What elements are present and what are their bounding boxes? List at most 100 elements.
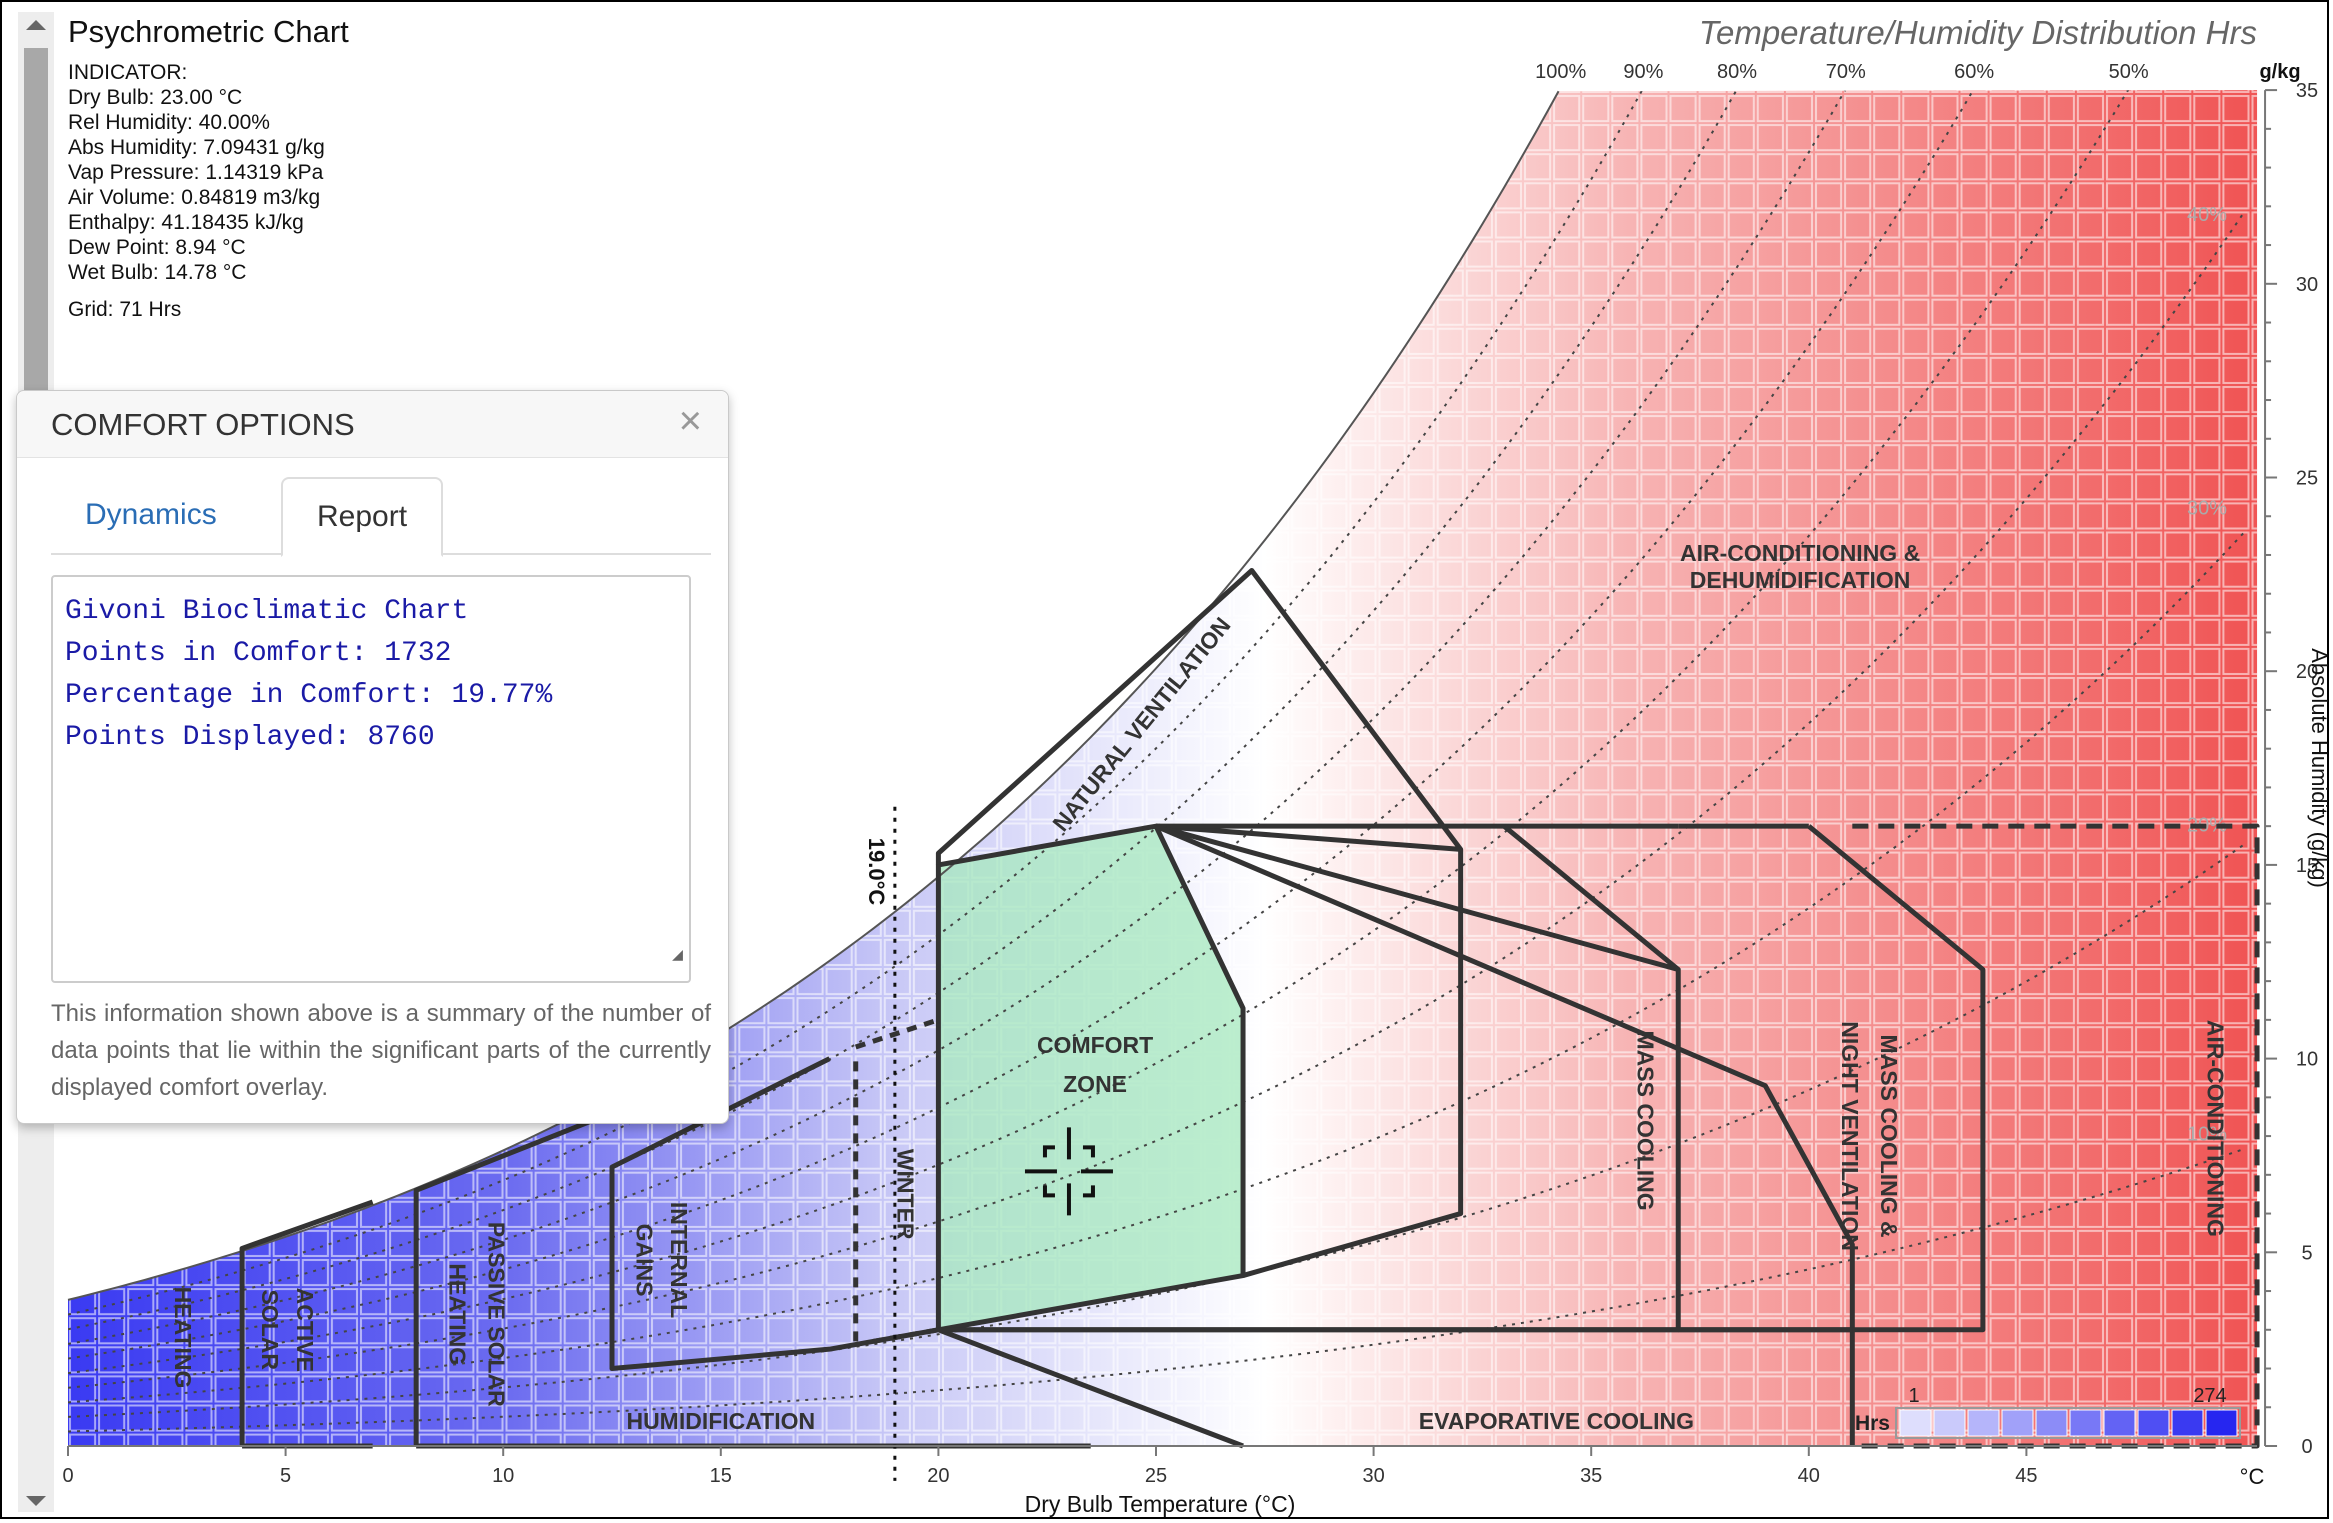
x-tick-label: 40 [1798,1465,1820,1487]
x-tick-label: 0 [62,1465,73,1487]
zone-label-ac-dehumid: DEHUMIDIFICATION [1690,567,1911,593]
enthalpy-readout: Enthalpy: 41.18435 kJ/kg [68,211,304,234]
legend-swatch [1933,1409,1966,1437]
zone-label-mass-night-vent: NIGHT VENTILATION [1837,1021,1863,1251]
tab-report[interactable]: Report [281,477,444,557]
x-tick-label: 15 [710,1465,732,1487]
rh-curve [68,90,2137,1375]
zone-label-active-solar: SOLAR [257,1290,283,1371]
saturation-curve [67,90,1560,1301]
x-axis-label: Dry Bulb Temperature (°C) [1025,1491,1296,1517]
rh-label: 90% [1623,61,1663,83]
legend-swatch [2035,1409,2068,1437]
y-axis-label: Absolute Humidity (g/kg) [2307,648,2332,888]
passive-solar-outline [413,1110,613,1446]
y-tick-label: 20 [2296,661,2318,683]
tab-dynamics[interactable]: Dynamics [85,498,217,531]
legend-min: 1 [1908,1385,1919,1407]
zone-label-active-solar: ACTIVE [292,1288,318,1372]
indicator-heading: INDICATOR: [68,61,188,84]
mass-cooling-edge [1502,824,1680,972]
scrollbar-thumb[interactable] [24,48,48,408]
dialog-tabs: Dynamics Report [51,477,711,557]
legend-swatch [1899,1409,1932,1437]
rh-label: 60% [1954,61,1994,83]
close-icon[interactable]: × [678,399,702,443]
dialog-header: COMFORT OPTIONS × [17,391,728,458]
legend-swatch [1967,1409,2000,1437]
zone-label-winter: WINTER [893,1149,919,1240]
rh-label: 100% [1535,61,1586,83]
y-tick-label: 30 [2296,274,2318,296]
x-tick-label: 45 [2015,1465,2037,1487]
mass-night-vent-outline [1155,823,1855,1446]
y-tick-label: 25 [2296,468,2318,490]
evaporative-cooling-line [937,1327,1244,1449]
comfort-zone-fill [938,826,1244,1330]
legend-swatch [2205,1409,2238,1437]
rh-curve [68,90,1745,1331]
zone-label-mass-night-vent: MASS COOLING & [1876,1034,1902,1237]
zone-label-internal-gains: INTERNAL [666,1202,692,1318]
zone-label-ac-dehumid: AIR-CONDITIONING & [1680,540,1920,566]
legend-label: Hrs [1855,1412,1890,1435]
x-tick-label: 10 [492,1465,514,1487]
rh-inner-label: 10% [2187,1124,2227,1146]
resize-handle-icon[interactable]: ◢ [672,946,683,966]
rh-label: 50% [2109,61,2149,83]
abs-humidity-readout: Abs Humidity: 7.09431 g/kg [68,136,325,159]
zone-label-evaporative: EVAPORATIVE COOLING [1419,1408,1694,1434]
winter-top-dash [854,1017,940,1050]
rel-humidity-readout: Rel Humidity: 40.00% [68,111,270,134]
report-line: Points Displayed: 8760 [65,722,435,753]
x-tick-label: 25 [1145,1465,1167,1487]
rh-inner-label: 40% [2187,204,2227,226]
scroll-up-icon[interactable] [26,20,46,30]
rh-curve [68,90,1984,1360]
rh-curve [68,531,2245,1404]
zone-label-heating: HEATING [170,1287,196,1389]
chart-title: Psychrometric Chart [68,14,349,49]
legend-frame [1895,1407,2241,1439]
report-note: This information shown above is a summar… [51,1000,711,1101]
zone-label-passive-solar: HEATING [444,1263,470,1365]
winter-dashed-segment [872,1327,939,1344]
y-tick-label: 5 [2301,1242,2312,1264]
y-tick-label: 15 [2296,855,2318,877]
y-tick-label: 35 [2296,80,2318,102]
indicator-panel: INDICATOR: Dry Bulb: 23.00 °C Rel Humidi… [68,60,325,322]
zone-label-internal-gains: GAINS [631,1224,657,1297]
legend-swatch [2137,1409,2170,1437]
x-tick-label: 20 [927,1465,949,1487]
zone-label-comfort: ZONE [1063,1071,1127,1097]
y-tick-label: 0 [2301,1436,2312,1458]
report-line: Percentage in Comfort: 19.77% [65,680,553,711]
dialog-title: COMFORT OPTIONS [51,407,355,442]
zone-label-air-conditioning: AIR-CONDITIONING [2202,1020,2228,1237]
distribution-title: Temperature/Humidity Distribution Hrs [1698,14,2257,51]
rh-label: 70% [1826,61,1866,83]
y-unit-label: g/kg [2259,61,2300,83]
rh-curve [68,1148,2245,1433]
zone-label-comfort: COMFORT [1037,1032,1153,1058]
dry-bulb-readout: Dry Bulb: 23.00 °C [68,86,243,109]
crosshair-icon [1024,1127,1113,1216]
legend-swatch [2103,1409,2136,1437]
wet-bulb-readout: Wet Bulb: 14.78 °C [68,261,247,284]
rh-curve [68,211,2245,1389]
comfort-top-line [1155,823,1461,852]
rh-inner-label: 30% [2187,497,2227,519]
scroll-down-icon[interactable] [26,1496,46,1506]
report-textarea[interactable]: Givoni Bioclimatic Chart Points in Comfo… [51,575,691,983]
legend-max: 274 [2193,1385,2226,1407]
x-tick-label: 35 [1580,1465,1602,1487]
marker-19c-label: 19.0°C [864,838,889,906]
zone-label-humidification: HUMIDIFICATION [626,1408,815,1434]
zone-label-mass-cooling: MASS COOLING [1632,1030,1658,1210]
legend-swatch [2001,1409,2034,1437]
internal-gains-outline [609,1056,939,1372]
zone-label-passive-solar: PASSIVE SOLAR [483,1222,509,1407]
legend-swatch [2171,1409,2204,1437]
active-solar-outline [239,1199,374,1446]
